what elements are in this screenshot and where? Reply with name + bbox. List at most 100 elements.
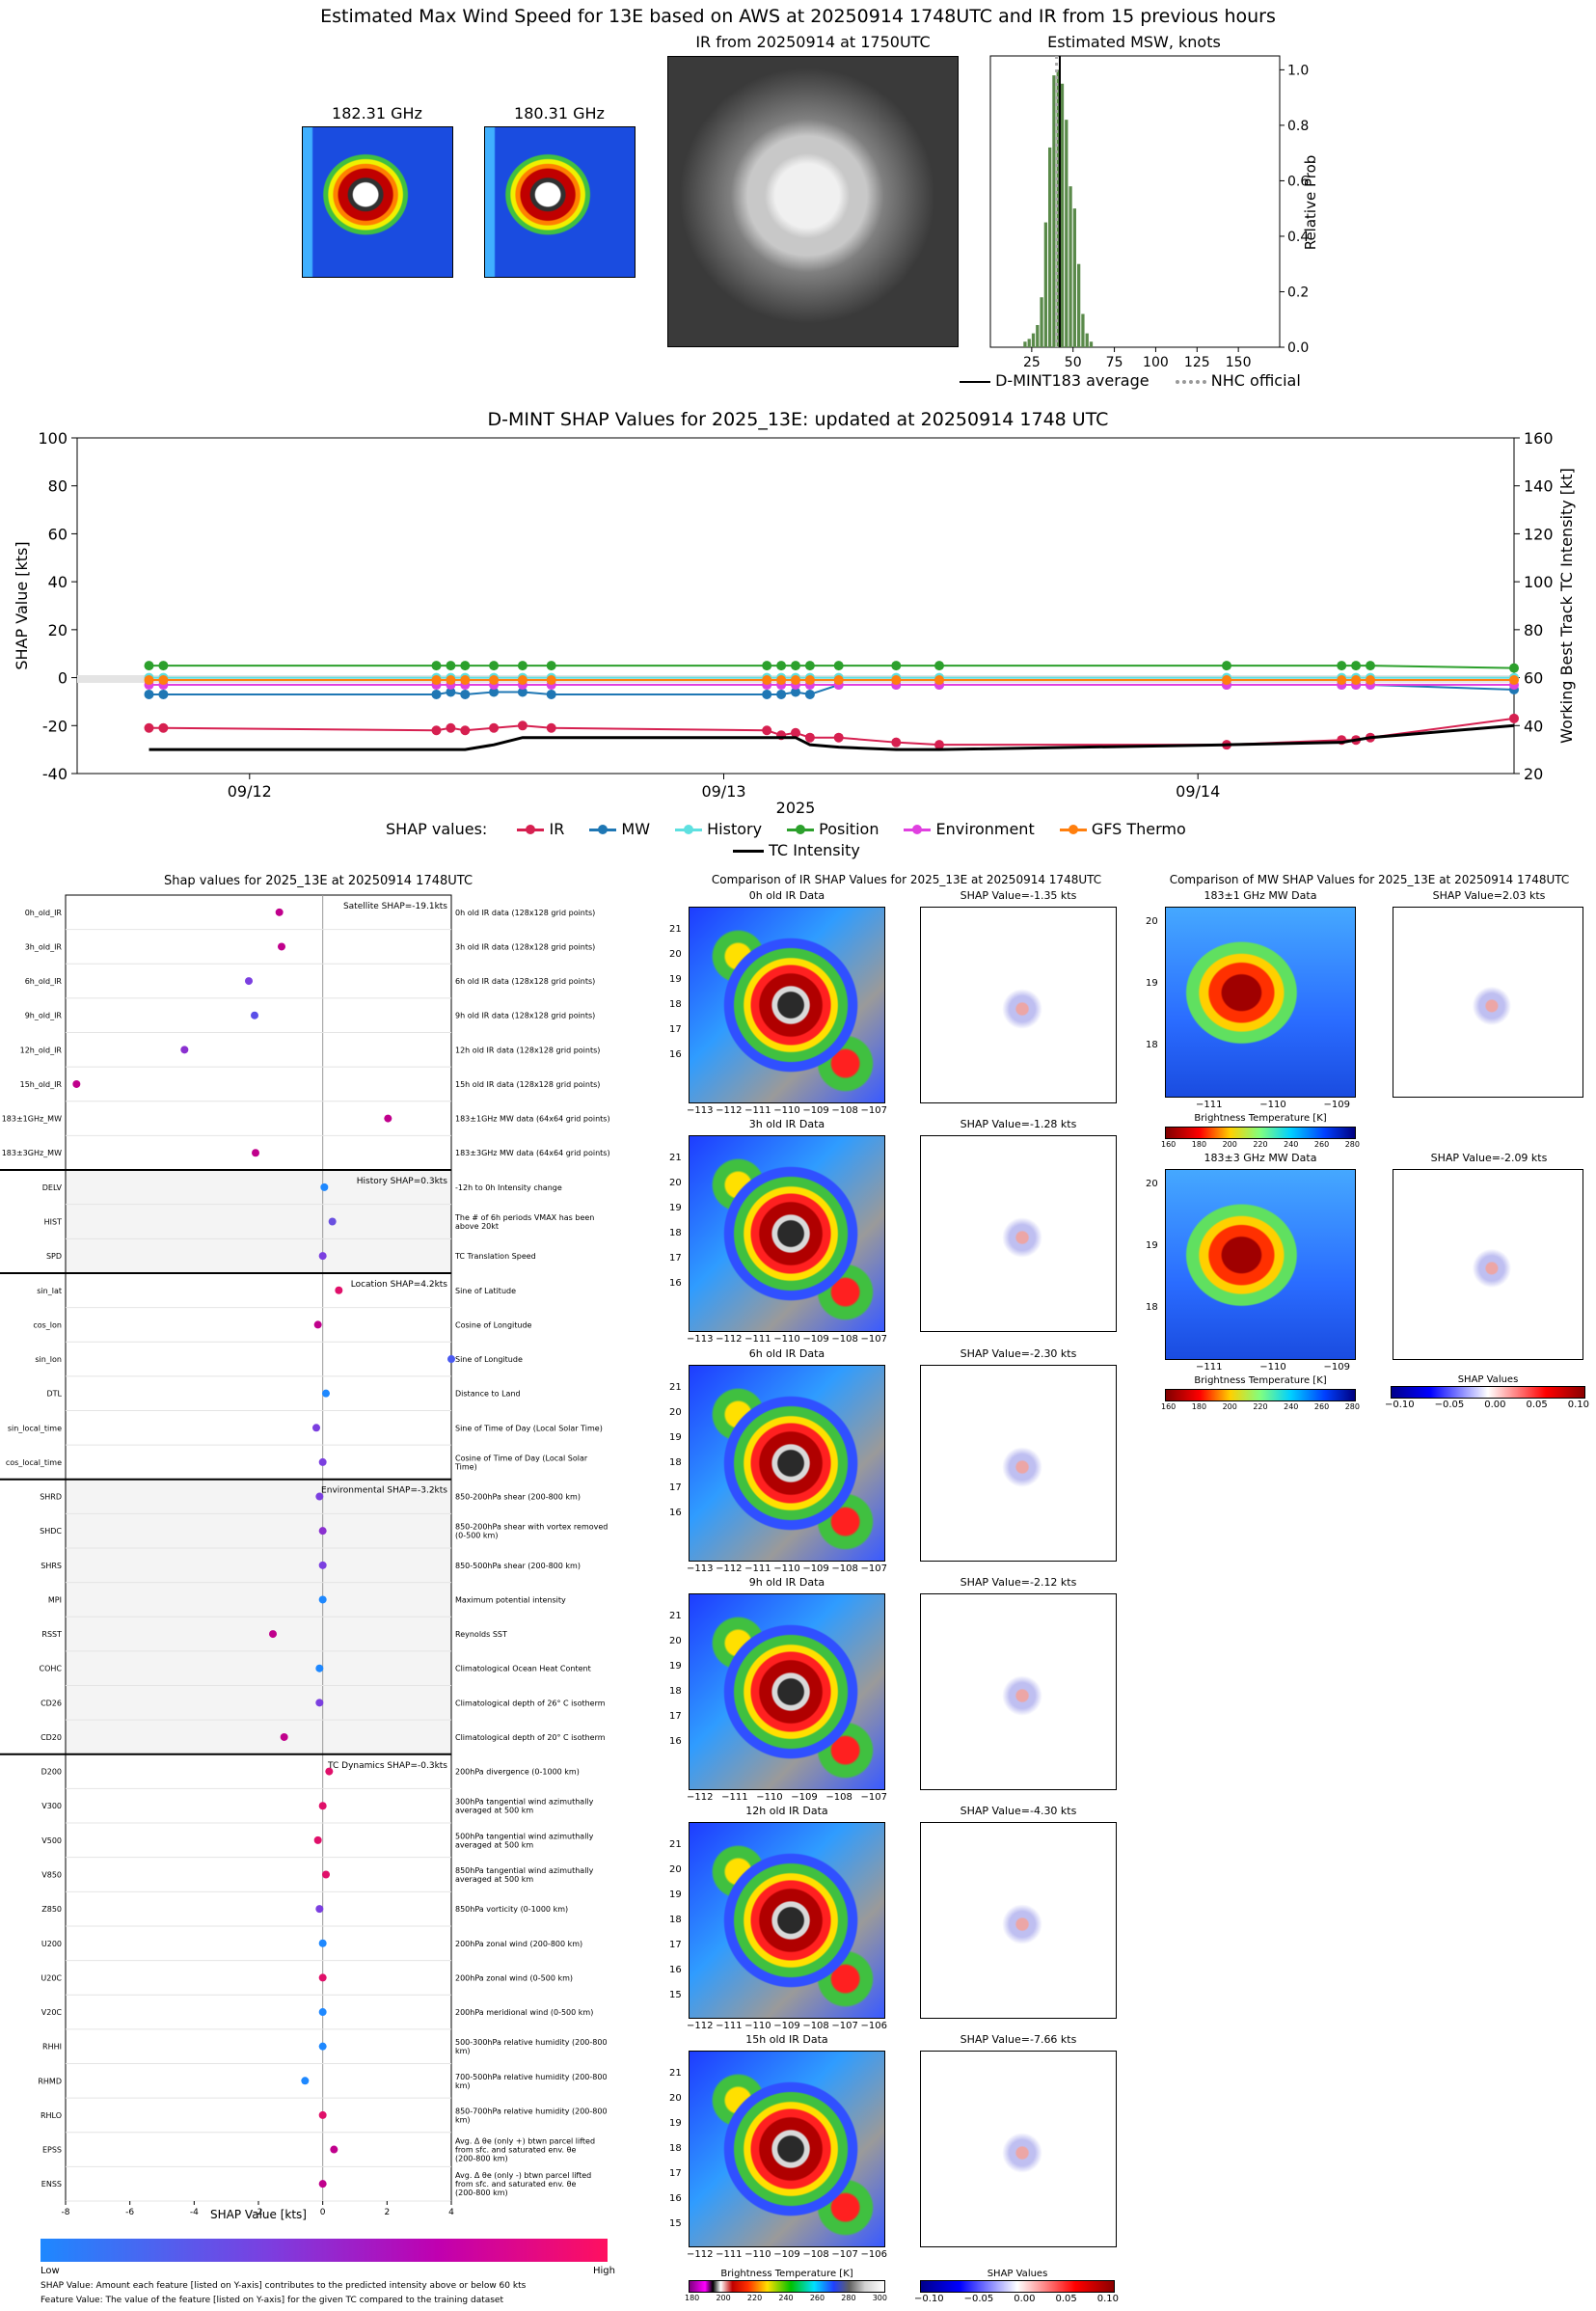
series-point (489, 661, 500, 671)
feature-label: 15h_old_IR (20, 1080, 63, 1089)
series-point (460, 725, 471, 736)
feature-desc: 850-200hPa shear (200-800 km) (455, 1493, 581, 1502)
panel-182-title: 182.31 GHz (332, 104, 422, 122)
feature-label: DELV (42, 1183, 63, 1192)
mw-bt-tick: 180 (1191, 1402, 1207, 1411)
feature-desc: averaged at 500 km (455, 1807, 533, 1815)
ir-ytick-label: 18 (669, 2143, 682, 2154)
series-point (804, 675, 815, 686)
feature-point (315, 1492, 324, 1501)
series-point (460, 689, 471, 699)
shap-y2tick-label: 20 (1524, 765, 1543, 783)
colorbar-low: Low (41, 2266, 60, 2276)
series-point (776, 675, 787, 686)
series-point (791, 687, 800, 697)
feature-desc: 700-500hPa relative humidity (200-800 (455, 2073, 608, 2081)
feature-point (325, 1767, 334, 1776)
feature-point (318, 1595, 327, 1604)
feature-desc: km) (455, 2115, 471, 2124)
shap-tick: 0.10 (1567, 1400, 1589, 1410)
shap-ylabel: SHAP Value [kts] (13, 541, 31, 669)
feature-desc: Cosine of Time of Day (Local Solar (455, 1454, 588, 1462)
feature-desc: Maximum potential intensity (455, 1595, 566, 1604)
shap-y2tick-label: 60 (1524, 669, 1543, 688)
ir-ytick-label: 21 (669, 2068, 682, 2079)
shap-tick: 0.00 (1484, 1400, 1506, 1410)
ir-xtick-label: −107 (860, 1792, 887, 1803)
bt-tick: 260 (809, 2294, 825, 2302)
ir-shap-ticks: −0.10 −0.05 0.00 0.05 0.10 (914, 2294, 1119, 2304)
series-point (144, 689, 154, 699)
ir-ytick-label: 19 (669, 2118, 682, 2129)
ir-ytick-label: 20 (669, 1407, 682, 1418)
feature-label: CD20 (41, 1733, 62, 1742)
feature-desc: The # of 6h periods VMAX has been (454, 1213, 594, 1222)
feature-label: cos_local_time (6, 1458, 62, 1467)
feature-xtick-label: -4 (190, 2208, 199, 2217)
series-point (446, 675, 456, 686)
feature-label: U20C (41, 1973, 62, 1982)
mw-ytick-label: 19 (1146, 1240, 1158, 1251)
msw-ticks: 25 50 75 100 125 150 0.0 0.2 0.4 0.6 0.8 1.0 (1023, 63, 1309, 370)
ir-shap-label: SHAP Values (987, 2269, 1048, 2279)
ir-ytick-label: 18 (669, 1915, 682, 1925)
ir-ytick-label: 19 (669, 974, 682, 985)
feature-point (275, 908, 284, 916)
feature-desc: 0h old IR data (128x128 grid points) (455, 909, 595, 917)
feature-point (322, 1389, 330, 1398)
series-point (546, 689, 556, 699)
ir-xtick-label: −112 (716, 1105, 743, 1116)
feature-label: cos_lon (33, 1320, 62, 1329)
feature-point (318, 2042, 327, 2051)
ir-panel-label: 9h old IR Data (748, 1576, 825, 1589)
legend-avg-line (960, 380, 990, 383)
series-point (891, 661, 902, 671)
feature-label: RHMD (38, 2077, 62, 2085)
ir-xtick-label: −111 (744, 1334, 771, 1345)
ir-ytick-label: 16 (669, 1508, 682, 1518)
msw-bar (1077, 263, 1081, 347)
mw-panel-label: 183±1 GHz MW Data (1204, 889, 1317, 902)
mw-shap-label: SHAP Values (1457, 1374, 1519, 1385)
feature-point (315, 1699, 324, 1707)
ir-comparison-title: Comparison of IR SHAP Values for 2025_13… (711, 873, 1102, 886)
ir-ytick-label: 17 (669, 1940, 682, 1950)
ir-ytick-label: 21 (669, 1382, 682, 1393)
feature-desc: averaged at 500 km (455, 1875, 533, 1884)
msw-bar (1085, 333, 1089, 347)
shap-ytick-label: -20 (42, 717, 68, 735)
ir-xtick-label: −108 (831, 1334, 858, 1345)
ir-panel-shap: SHAP Value=-2.30 kts (960, 1347, 1077, 1360)
feature-point (318, 1973, 327, 1982)
series-point (446, 722, 456, 733)
feature-label: V850 (41, 1871, 62, 1880)
ir-xtick-label: −107 (860, 1563, 887, 1574)
legend-item: IR (517, 820, 564, 838)
series-point (517, 720, 527, 731)
shap-chart-title: D-MINT SHAP Values for 2025_13E: updated… (487, 409, 1109, 430)
ir-ytick-label: 18 (669, 1228, 682, 1238)
mw-ytick-label: 19 (1146, 978, 1158, 989)
mw-ytick-label: 20 (1146, 916, 1158, 927)
ir-ytick-label: 17 (669, 1024, 682, 1035)
feature-point (72, 1079, 81, 1088)
shap-y2tick-label: 80 (1524, 621, 1543, 639)
ir-xtick-label: −111 (716, 2021, 743, 2031)
shap-legend: SHAP values: IR MW History Position Envi… (386, 820, 1186, 838)
mw-bt-colorbar (1165, 1389, 1356, 1401)
shap-y2tick-label: 140 (1524, 477, 1554, 496)
msw-ytick-label: 0.2 (1287, 285, 1309, 300)
ir-xtick-label: −108 (802, 2249, 829, 2260)
series-point (776, 661, 787, 671)
ir-xtick-label: −109 (802, 1105, 829, 1116)
mw-xtick-label: −111 (1196, 1100, 1223, 1110)
series-point (833, 732, 844, 743)
legend-item: Environment (904, 820, 1035, 838)
ir-data-image (689, 1593, 885, 1790)
msw-bar (1031, 333, 1036, 347)
series-point (517, 661, 527, 671)
ir-xtick-label: −108 (802, 2021, 829, 2031)
feature-desc: Time) (454, 1462, 477, 1471)
mw-bt-tick: 280 (1344, 1402, 1360, 1411)
mw-shap-image (1393, 907, 1583, 1098)
